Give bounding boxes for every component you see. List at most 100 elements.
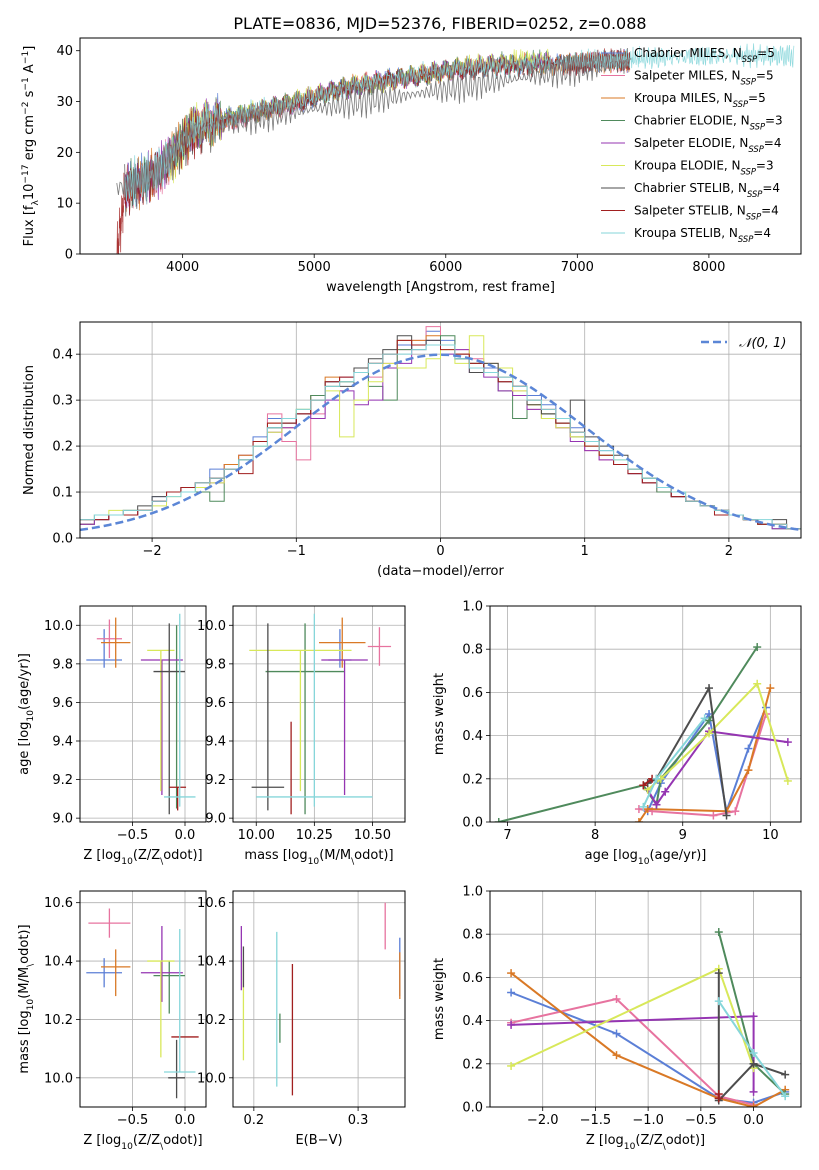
y-tick-label: 0.4 [52,348,73,363]
y-tick-label: 1.0 [462,885,483,900]
x-axis-label: age [log10(age/yr)] [585,848,707,867]
label-part: mass [log [244,848,307,863]
label-part: =5 [757,46,775,60]
y-tick-label: 0 [65,248,73,263]
mass-vs-ebv-panel: 0.2 0.3 10.0 10.2 10.4 10.6 E(B−V) [197,890,406,1148]
plot-area [494,643,792,822]
label-part: Kroupa ELODIE, N [634,159,741,173]
label-part: SSP [738,234,754,244]
weight-line [510,997,754,1106]
label-part: =4 [761,204,779,218]
legend-label: Kroupa ELODIE, NSSP=3 [634,159,774,177]
label-part: (age/yr)] [17,653,32,710]
label-part: =5 [756,69,774,83]
label-part: 10 [121,1142,133,1152]
y-tick-label: 10.2 [197,1013,226,1028]
residual-histogram-panel: 𝒩(0, 1) −2 −1 0 1 2 0.0 0.1 0.2 0.3 0.4 (data−model… [22,321,802,579]
plot-area [86,613,196,815]
label-part: 10 [26,999,36,1011]
plot-area [116,43,795,254]
plot-area [507,928,790,1107]
label-part: s [22,90,37,101]
legend-label: Salpeter MILES, NSSP=5 [634,69,774,87]
label-part: Kroupa STELIB, N [634,226,738,240]
age-vs-metallicity-panel: −0.5 0.09.09.29.49.69.810.0Z [log10(Z/Z\o… [17,605,207,867]
x-tick-label: −0.5 [117,828,149,843]
label-part: SSP [741,167,757,177]
y-tick-label: 1.0 [462,600,483,615]
y-tick-label: 10.4 [197,955,226,970]
label-part: Chabrier ELODIE, N [634,114,750,128]
label-part: (Z/Z [133,1133,160,1148]
x-axis-label: E(B−V) [295,1133,342,1148]
x-axis-label: Z [log10(Z/Z\odot)] [586,1133,705,1152]
weight-line [498,646,759,822]
label-part: 10 [308,857,320,867]
y-tick-label: 0.6 [462,971,483,986]
label-part: odot)] [17,924,32,963]
y-tick-label: 0.4 [462,729,483,744]
label-part: Normed distribution [22,365,37,495]
label-part: =3 [765,114,783,128]
axes-frame [232,605,406,823]
x-axis-label: Z [log10(Z/Z\odot)] [83,1133,202,1152]
plot-area [80,326,801,532]
label-part: (data−model)/error [377,564,504,579]
x-tick-label: 7000 [561,260,594,275]
axes-frame [79,37,802,255]
label-part: =4 [764,136,782,150]
axes-frame [232,890,406,1108]
weight-line [642,777,653,787]
age-vs-mass-panel: 10.00 10.25 10.50 9.0 9.2 9.4 9.6 9.8 10.0 mass [… [197,605,406,867]
x-tick-label: 1 [581,544,589,559]
y-tick-label: 10.0 [44,1071,73,1086]
legend-label: Kroupa MILES, NSSP=5 [634,91,766,109]
x-tick-label: −1.0 [632,1113,664,1128]
x-tick-label: 0.3 [348,1113,369,1128]
x-tick-label: 0.2 [244,1113,265,1128]
x-tick-label: 8000 [692,260,725,275]
y-tick-label: 20 [56,146,73,161]
legend-label: Salpeter STELIB, NSSP=4 [634,204,779,222]
label-part: erg cm [22,115,37,164]
legend-label: Chabrier MILES, NSSP=5 [634,46,775,64]
plot-area [249,613,392,815]
label-part: Z [log [83,1133,121,1148]
y-tick-label: 30 [56,95,73,110]
y-axis-label: age [log10(age/yr)] [17,653,36,775]
label-part: E(B−V) [295,1133,342,1148]
label-part: \ [160,857,164,867]
y-tick-label: 10.0 [197,1071,226,1086]
label-part: SSP [741,77,757,87]
x-tick-label: −2 [143,544,162,559]
label-part: SSP [750,122,766,132]
y-tick-label: 9.6 [52,696,73,711]
y-tick-label: 0.2 [462,772,483,787]
y-axis-label: mass weight [432,958,447,1040]
y-tick-label: 0.8 [462,643,483,658]
weight-line [511,1015,755,1092]
axes-frame [489,890,802,1108]
label-part: Chabrier MILES, N [634,46,742,60]
figure-title: PLATE=0836, MJD=52376, FIBERID=0252, z=0… [233,14,646,33]
label-part: 10 [121,857,133,867]
x-tick-label: 8 [591,828,599,843]
normal-reference-curve [80,353,801,532]
y-tick-label: 0.0 [462,1101,483,1116]
label-part: \ [351,857,355,867]
x-axis-label: wavelength [Angstrom, rest frame] [326,280,555,295]
legend-label: Chabrier STELIB, NSSP=4 [634,181,780,199]
label-part: 10 [22,184,37,201]
x-tick-label: −1.5 [580,1113,612,1128]
y-axis-label: Flux [fλ10−17 erg cm−2 s−1 A−1] [21,46,41,247]
histogram-step [80,344,801,530]
label-part: Kroupa MILES, N [634,91,733,105]
label-part: SSP [733,99,749,109]
label-part: ] [22,46,37,51]
x-tick-label: 0.0 [743,1113,764,1128]
plot-area [86,908,199,1099]
label-part: \ [26,963,36,967]
label-part: Chabrier STELIB, N [634,181,747,195]
